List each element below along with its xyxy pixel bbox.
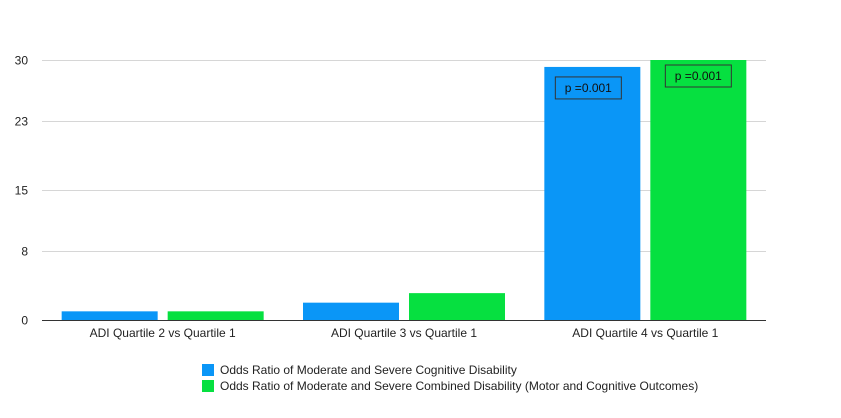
legend: Odds Ratio of Moderate and Severe Cognit… <box>202 362 698 394</box>
y-tick-label: 23 <box>15 115 29 129</box>
annotation-box <box>554 76 622 100</box>
legend-swatch-cognitive <box>202 364 214 376</box>
annotation-box <box>664 64 732 88</box>
legend-item-combined: Odds Ratio of Moderate and Severe Combin… <box>202 378 698 394</box>
y-tick-label: 8 <box>21 245 28 259</box>
x-tick-label: ADI Quartile 2 vs Quartile 1 <box>90 326 236 340</box>
legend-label-combined: Odds Ratio of Moderate and Severe Combin… <box>220 379 699 393</box>
bar <box>544 66 641 320</box>
annotation-label: p =0.001 <box>675 69 722 83</box>
legend-swatch-combined <box>202 380 214 392</box>
legend-item-cognitive: Odds Ratio of Moderate and Severe Cognit… <box>202 362 698 378</box>
y-tick-label: 30 <box>15 54 29 68</box>
x-tick-label: ADI Quartile 3 vs Quartile 1 <box>331 326 477 340</box>
bar <box>303 302 399 320</box>
bar <box>650 60 747 320</box>
y-tick-label: 15 <box>15 184 29 198</box>
bar <box>61 311 158 320</box>
bar <box>409 293 505 320</box>
x-tick-label: ADI Quartile 4 vs Quartile 1 <box>572 326 718 340</box>
legend-label-cognitive: Odds Ratio of Moderate and Severe Cognit… <box>220 363 517 377</box>
bar <box>167 311 264 320</box>
y-tick-label: 0 <box>21 314 28 328</box>
annotation-label: p =0.001 <box>565 81 612 95</box>
